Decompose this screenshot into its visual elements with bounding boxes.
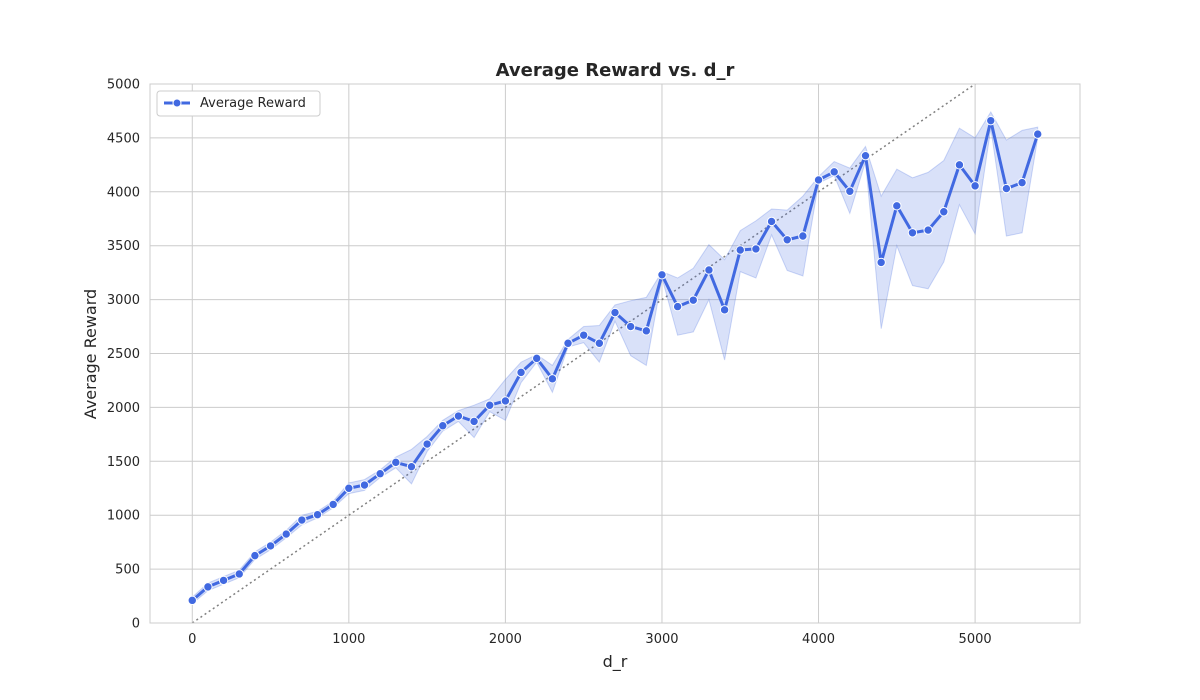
data-point [485, 400, 495, 410]
y-tick-label: 4000 [107, 185, 140, 200]
x-tick-label: 5000 [959, 632, 992, 647]
data-point [328, 499, 338, 510]
y-tick-label: 1500 [107, 455, 140, 470]
y-tick-label: 1000 [107, 509, 140, 524]
y-tick-label: 4500 [107, 131, 140, 146]
x-tick-label: 2000 [489, 632, 522, 647]
data-point [1033, 129, 1043, 139]
data-point [532, 353, 542, 364]
y-tick-label: 3500 [107, 239, 140, 254]
y-tick-label: 2500 [107, 347, 140, 362]
y-tick-labels: 0 500 1000 1500 2000 2500 3000 3500 4000 4500 5000 [107, 78, 140, 632]
data-point [438, 421, 448, 431]
data-point [641, 326, 652, 336]
data-point [954, 160, 965, 170]
data-point [344, 483, 354, 493]
chart-title: Average Reward vs. d_r [496, 60, 735, 81]
data-point [688, 295, 698, 305]
data-point [766, 216, 777, 227]
data-point [453, 411, 464, 421]
x-tick-labels: 0 1000 2000 3000 4000 5000 [188, 632, 992, 647]
confidence-band [191, 111, 1039, 605]
data-point [375, 468, 385, 479]
data-point [892, 201, 902, 211]
data-point [516, 367, 526, 378]
data-point [359, 480, 370, 490]
data-point [500, 396, 511, 406]
data-point [547, 374, 558, 384]
x-tick-label: 3000 [645, 632, 678, 647]
data-point [594, 338, 605, 348]
legend-box [156, 90, 321, 117]
data-point [704, 265, 714, 275]
legend: Average Reward [156, 90, 321, 117]
data-point [829, 167, 839, 177]
data-points [187, 115, 1043, 606]
x-tick-label: 4000 [802, 632, 835, 647]
data-point [782, 235, 792, 245]
x-tick-label: 1000 [332, 632, 365, 647]
legend-label: Average Reward [200, 96, 306, 111]
data-point [422, 439, 432, 449]
data-point [876, 257, 886, 268]
data-point [469, 416, 479, 427]
data-point [1017, 177, 1027, 188]
data-point [845, 186, 855, 196]
reference-line [191, 83, 976, 624]
data-point [625, 321, 636, 332]
data-point [250, 550, 260, 561]
data-point [1001, 183, 1012, 194]
x-tick-label: 0 [188, 632, 196, 647]
data-point [923, 225, 933, 235]
data-point [391, 457, 401, 468]
data-point [657, 270, 667, 280]
y-tick-label: 0 [132, 617, 140, 632]
data-point [234, 569, 244, 579]
data-point [970, 181, 980, 191]
x-axis-label: d_r [603, 652, 628, 672]
data-point [939, 207, 949, 217]
identity-reference-line [191, 83, 976, 624]
y-tick-label: 5000 [107, 78, 140, 93]
data-point [187, 595, 197, 606]
data-point [672, 301, 683, 312]
data-point [907, 228, 918, 238]
data-point [813, 175, 824, 185]
data-point [281, 529, 291, 539]
data-point [218, 575, 229, 586]
data-point [751, 244, 761, 254]
data-point [986, 115, 996, 126]
data-point [578, 330, 589, 340]
data-point [312, 509, 323, 520]
data-point [297, 515, 307, 525]
data-point [203, 582, 213, 592]
legend-marker [172, 98, 182, 108]
y-axis-label: Average Reward [81, 289, 100, 419]
data-point [735, 245, 745, 255]
data-point [798, 231, 808, 241]
y-tick-label: 2000 [107, 401, 140, 416]
data-point [860, 150, 871, 161]
data-point [406, 461, 417, 472]
data-point [719, 305, 730, 315]
plot-frame [149, 83, 1081, 624]
series-band [191, 111, 1039, 605]
y-tick-label: 500 [115, 563, 140, 578]
y-tick-label: 3000 [107, 293, 140, 308]
data-point [563, 338, 573, 348]
data-point [265, 541, 276, 551]
data-point [610, 307, 620, 318]
